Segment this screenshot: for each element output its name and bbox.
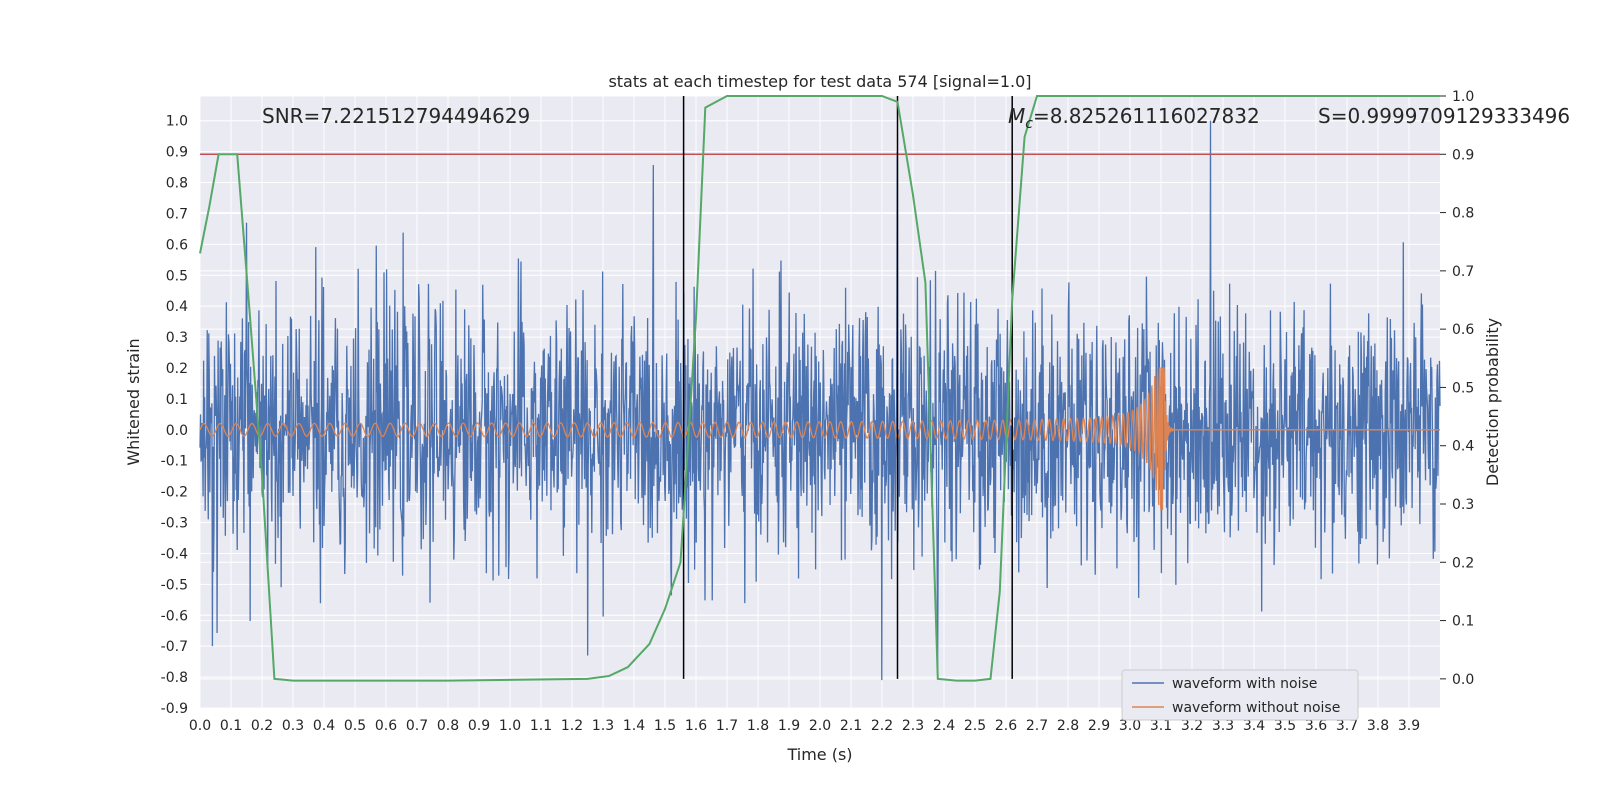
x-tick-label: 1.4	[623, 718, 645, 734]
right-y-axis-label: Detection probability	[1483, 318, 1502, 486]
y-axis-label: Whitened strain	[124, 338, 143, 465]
right-y-tick-label: 0.9	[1452, 147, 1474, 163]
right-y-tick-label: 0.6	[1452, 322, 1474, 338]
y-tick-label: 0.1	[166, 392, 188, 408]
legend-label-clean: waveform without noise	[1172, 700, 1340, 716]
y-tick-label: -0.1	[161, 454, 188, 470]
right-y-tick-label: 0.3	[1452, 497, 1474, 513]
y-tick-labels: 1.0 0.9 0.8 0.7 0.6 0.5 0.4 0.3 0.2 0.1 0.0 -0.1 -0.…	[161, 114, 188, 717]
x-tick-label: 0.8	[437, 718, 459, 734]
x-tick-label: 1.2	[561, 718, 583, 734]
x-tick-label: 3.7	[1336, 718, 1358, 734]
y-tick-label: -0.3	[161, 516, 188, 532]
y-tick-label: -0.7	[161, 639, 188, 655]
x-tick-label: 0.2	[251, 718, 273, 734]
x-tick-label: 3.1	[1150, 718, 1172, 734]
y-tick-label: 0.6	[166, 237, 188, 253]
x-tick-label: 3.0	[1119, 718, 1141, 734]
x-tick-label: 3.6	[1305, 718, 1327, 734]
y-tick-label: 0.3	[166, 330, 188, 346]
right-y-tick-label: 0.0	[1452, 672, 1474, 688]
x-tick-label: 0.6	[375, 718, 397, 734]
x-tick-label: 3.3	[1212, 718, 1234, 734]
x-tick-label: 0.4	[313, 718, 335, 734]
x-tick-label: 2.3	[902, 718, 924, 734]
right-y-tick-label: 1.0	[1452, 89, 1474, 105]
y-tick-label: 1.0	[166, 114, 188, 130]
right-y-tick-label: 0.1	[1452, 614, 1474, 630]
x-tick-label: 0.1	[220, 718, 242, 734]
x-tick-label: 2.1	[840, 718, 862, 734]
y-tick-label: 0.8	[166, 176, 188, 192]
y-tick-label: 0.2	[166, 361, 188, 377]
y-tick-label: 0.5	[166, 268, 188, 284]
detection-probability-path	[199, 95, 1440, 682]
x-tick-label: 0.0	[189, 718, 211, 734]
y-tick-label: 0.9	[166, 145, 188, 161]
x-tick-label: 0.9	[468, 718, 490, 734]
right-y-tick-label: 0.8	[1452, 206, 1474, 222]
snr-annotation: SNR=7.221512794494629	[262, 104, 530, 128]
x-tick-label: 1.7	[716, 718, 738, 734]
x-tick-label: 3.8	[1367, 718, 1389, 734]
x-tick-label: 2.9	[1088, 718, 1110, 734]
y-tick-label: 0.7	[166, 206, 188, 222]
x-tick-label: 1.8	[747, 718, 769, 734]
y-tick-label: -0.4	[161, 546, 188, 562]
chirp-trace	[199, 367, 1440, 511]
y-tick-label: -0.6	[161, 608, 188, 624]
right-y-tick-label: 0.5	[1452, 380, 1474, 396]
chirp-mass-annotation: Mc=8.825261116027832	[1008, 104, 1260, 132]
chart-title: stats at each timestep for test data 574…	[608, 72, 1031, 91]
chirp-mass-symbol: M	[1008, 104, 1025, 128]
right-y-tick-label: 0.4	[1452, 439, 1474, 455]
x-tick-label: 2.4	[933, 718, 955, 734]
x-tick-label: 3.4	[1243, 718, 1265, 734]
x-tick-label: 1.5	[654, 718, 676, 734]
x-tick-label: 2.7	[1026, 718, 1048, 734]
x-tick-label: 0.7	[406, 718, 428, 734]
x-tick-label: 1.9	[778, 718, 800, 734]
x-tick-label: 2.0	[809, 718, 831, 734]
y-tick-label: -0.9	[161, 701, 188, 717]
legend-label-noise: waveform with noise	[1172, 676, 1317, 692]
x-tick-labels: 0.0 0.1 0.2 0.3 0.4 0.5 0.6 0.7 0.8 0.9 1.0 1.1 1.2 1…	[189, 718, 1420, 734]
x-tick-label: 0.3	[282, 718, 304, 734]
chirp-mass-subscript: c	[1025, 116, 1033, 132]
right-y-tick-labels: 1.0 0.9 0.8 0.7 0.6 0.5 0.4 0.3 0.2 0.1 0.0	[1440, 89, 1474, 688]
series-waveform-without-noise	[199, 367, 1440, 511]
x-tick-label: 1.3	[592, 718, 614, 734]
score-annotation: S=0.9999709129333496	[1318, 104, 1570, 128]
x-axis-label: Time (s)	[786, 745, 852, 764]
y-tick-label: 0.0	[166, 423, 188, 439]
legend-box	[1121, 669, 1359, 721]
x-tick-label: 1.1	[530, 718, 552, 734]
y-tick-label: -0.5	[161, 577, 188, 593]
vertical-markers	[682, 96, 1013, 679]
x-tick-label: 2.5	[964, 718, 986, 734]
legend: waveform with noise waveform without noi…	[1121, 669, 1359, 721]
y-tick-label: -0.8	[161, 670, 188, 686]
right-y-tick-label: 0.7	[1452, 264, 1474, 280]
chirp-mass-value: =8.825261116027832	[1033, 104, 1260, 128]
x-tick-label: 1.6	[685, 718, 707, 734]
x-tick-label: 3.5	[1274, 718, 1296, 734]
x-tick-label: 2.2	[871, 718, 893, 734]
y-tick-label: -0.2	[161, 485, 188, 501]
right-y-tick-label: 0.2	[1452, 555, 1474, 571]
series-waveform-with-noise	[199, 120, 1441, 681]
x-tick-label: 0.5	[344, 718, 366, 734]
x-tick-label: 3.2	[1181, 718, 1203, 734]
y-tick-label: 0.4	[166, 299, 188, 315]
detection-probability-line	[199, 95, 1440, 682]
x-tick-label: 2.8	[1057, 718, 1079, 734]
noise-trace	[199, 120, 1441, 681]
x-tick-label: 2.6	[995, 718, 1017, 734]
x-tick-label: 1.0	[499, 718, 521, 734]
x-tick-label: 3.9	[1398, 718, 1420, 734]
